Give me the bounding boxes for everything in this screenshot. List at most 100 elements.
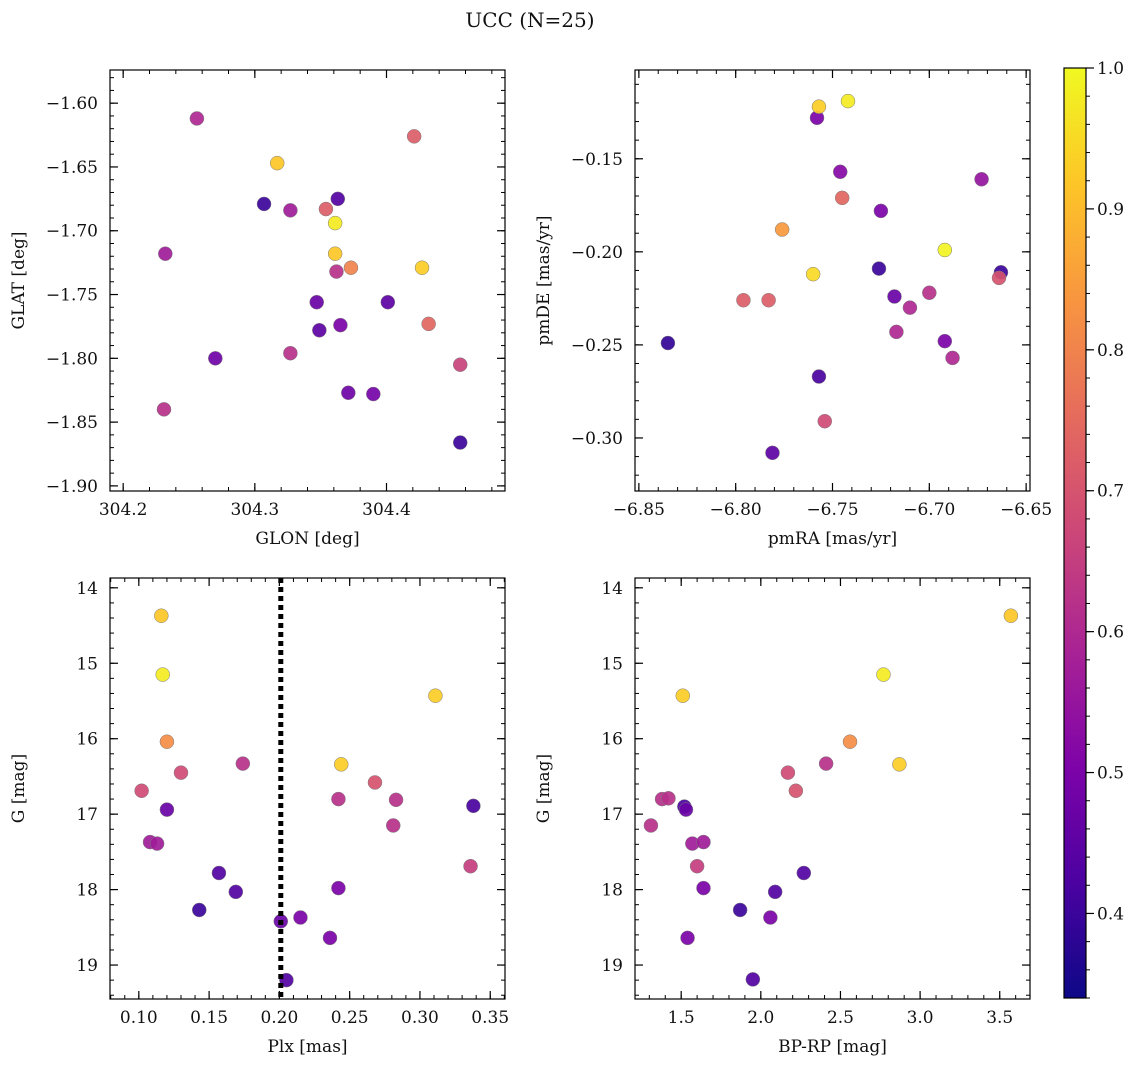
- x-tick-label: 0.20: [260, 1008, 298, 1028]
- scatter-point: [159, 734, 175, 749]
- scatter-point: [840, 93, 856, 109]
- scatter-point: [763, 910, 778, 925]
- scatter-point: [902, 300, 918, 315]
- x-tick-label: 0.10: [120, 1008, 158, 1028]
- scatter-point: [367, 775, 383, 790]
- y-tick-label: 16: [601, 730, 623, 750]
- scatter-point: [876, 667, 891, 682]
- scatter-point: [318, 201, 334, 217]
- scatter-point: [256, 196, 272, 212]
- y-tick-label: 14: [76, 579, 98, 599]
- scatter-point: [330, 191, 346, 207]
- scatter-point: [1003, 608, 1019, 623]
- scatter-point: [832, 164, 848, 180]
- scatter-point: [331, 791, 346, 807]
- scatter-point: [767, 884, 783, 900]
- scatter-point: [452, 435, 468, 450]
- x-tick-label: 0.25: [331, 1008, 369, 1028]
- scatter-point: [873, 203, 889, 219]
- scatter-point: [309, 294, 324, 310]
- y-tick-label: −0.20: [571, 243, 623, 263]
- colorbar-tick-label: 0.5: [1097, 764, 1124, 784]
- scatter-point: [463, 858, 478, 874]
- scatter-point: [643, 818, 659, 833]
- y-axis-label: G [mag]: [9, 754, 29, 823]
- y-tick-label: −0.25: [571, 336, 623, 356]
- scatter-point: [192, 902, 207, 918]
- y-tick-label: −1.60: [46, 94, 98, 114]
- scatter-point: [945, 350, 960, 366]
- scatter-point: [871, 261, 887, 276]
- colorbar-tick-label: 0.6: [1097, 623, 1124, 643]
- scatter-point: [155, 667, 170, 682]
- scatter-point: [283, 203, 298, 218]
- scatter-point: [322, 930, 338, 946]
- scatter-point: [159, 802, 175, 817]
- x-axis-label: pmRA [mas/yr]: [768, 529, 897, 549]
- axes-frame: [634, 69, 1031, 492]
- scatter-point: [154, 608, 169, 623]
- scatter-point: [211, 865, 227, 881]
- scatter-point: [388, 792, 404, 808]
- scatter-point: [134, 783, 149, 799]
- scatter-point: [428, 688, 443, 703]
- scatter-point: [922, 285, 937, 301]
- x-tick-label: 3.5: [986, 1008, 1013, 1028]
- scatter-point: [333, 317, 348, 333]
- y-tick-label: −1.80: [46, 349, 98, 369]
- panel-4: 1.5 2.0 2.5 3.0 3.5 14 15 16 17 18 19 BP-RP [mag] G …: [534, 577, 1031, 1057]
- scatter-point: [834, 190, 850, 206]
- scatter-point: [780, 765, 796, 780]
- figure-title: UCC (N=25): [465, 8, 594, 32]
- x-tick-label: 304.3: [230, 500, 279, 520]
- x-tick-label: −6.80: [710, 500, 762, 520]
- axes-frame: [634, 577, 1031, 1000]
- y-tick-label: 19: [601, 956, 623, 976]
- scatter-point: [149, 836, 165, 851]
- x-tick-label: 3.0: [907, 1008, 934, 1028]
- colorbar-tick-label: 0.4: [1097, 904, 1124, 924]
- scatter-point: [788, 783, 804, 799]
- scatter-points: [643, 608, 1019, 987]
- scatter-point: [696, 880, 711, 896]
- scatter-point: [208, 351, 223, 366]
- scatter-points: [660, 93, 1009, 461]
- scatter-point: [341, 385, 356, 401]
- scatter-point: [736, 292, 751, 308]
- x-tick-label: −6.75: [806, 500, 858, 520]
- y-axis-label: G [mag]: [534, 754, 554, 823]
- colorbar-tick-label: 0.7: [1097, 482, 1124, 502]
- y-tick-label: 19: [76, 956, 98, 976]
- y-tick-label: 17: [76, 805, 98, 825]
- y-tick-label: −0.30: [571, 429, 623, 449]
- x-tick-label: 304.2: [99, 500, 148, 520]
- scatter-point: [452, 357, 468, 372]
- y-tick-label: 14: [601, 579, 623, 599]
- scatter-point: [805, 266, 821, 282]
- x-tick-label: 2.0: [747, 1008, 774, 1028]
- scatter-point: [327, 246, 343, 261]
- scatter-point: [158, 246, 173, 261]
- scatter-point: [366, 386, 381, 402]
- scatter-point: [331, 880, 346, 896]
- x-tick-label: −6.70: [903, 500, 955, 520]
- x-tick-label: −6.85: [613, 500, 665, 520]
- scatter-point: [678, 802, 694, 817]
- scatter-point: [974, 172, 989, 187]
- scatter-point: [689, 858, 705, 874]
- scatter-point: [937, 242, 953, 258]
- scatter-point: [796, 865, 812, 881]
- scatter-point: [327, 215, 343, 231]
- panel-3: 0.10 0.15 0.20 0.25 0.30 0.35 14 15 16 17 18 19 Plx …: [9, 577, 509, 1057]
- colorbar-tick-label: 1.0: [1097, 59, 1124, 79]
- y-axis-label: GLAT [deg]: [9, 231, 29, 329]
- scatter-point: [887, 289, 902, 304]
- scatter-point: [293, 910, 308, 925]
- y-tick-label: 16: [76, 730, 98, 750]
- y-tick-label: 18: [76, 881, 98, 901]
- y-tick-label: 17: [601, 805, 623, 825]
- scatter-point: [680, 930, 695, 946]
- scatter-point: [811, 369, 827, 384]
- x-tick-label: 304.4: [362, 500, 411, 520]
